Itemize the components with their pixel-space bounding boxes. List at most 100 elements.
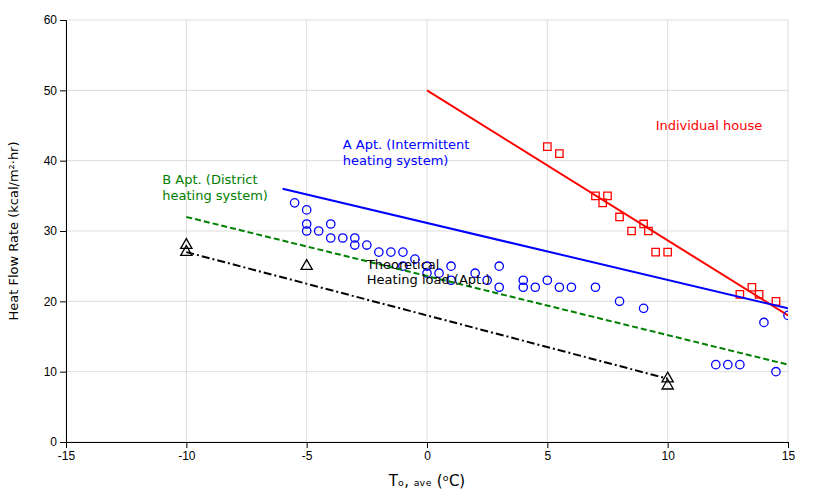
- y-axis-tick: 0: [50, 435, 66, 449]
- point: [615, 297, 623, 305]
- trend-line: [186, 252, 667, 379]
- point: [736, 360, 744, 368]
- point: [363, 241, 371, 249]
- annotation-line: heating system): [162, 188, 268, 203]
- point: [543, 276, 551, 284]
- y-axis-tick-mark: [60, 301, 66, 302]
- point: [555, 283, 563, 291]
- annotation-line: Theoretical: [366, 257, 440, 272]
- grid-line-y: [66, 371, 788, 372]
- x-axis-tick-label: 5: [544, 449, 551, 463]
- x-axis-tick: -15: [58, 442, 76, 463]
- chart-svg: -15 -10 -5 0 5 10 15 0 10 20 30 40 50 60 Individual ho…: [0, 0, 814, 500]
- y-axis-tick-mark: [60, 231, 66, 232]
- y-axis: 0 10 20 30 40 50 60: [44, 13, 67, 449]
- point: [567, 283, 575, 291]
- y-axis-tick-mark: [60, 161, 66, 162]
- point: [760, 318, 768, 326]
- x-axis-tick: -5: [302, 442, 313, 463]
- point: [662, 379, 673, 389]
- trend-line: [283, 189, 788, 309]
- x-axis-tick: 0: [424, 442, 431, 463]
- y-axis-tick-mark: [60, 372, 66, 373]
- x-axis-tick-label: 0: [424, 449, 431, 463]
- y-axis-title: Heat Flow Rate (kcal/m²·hr): [6, 141, 21, 320]
- grid: [66, 20, 788, 442]
- chart-container: -15 -10 -5 0 5 10 15 0 10 20 30 40 50 60 Individual ho…: [0, 0, 814, 500]
- series-line: [283, 189, 788, 309]
- y-axis-tick-label: 10: [44, 365, 58, 379]
- x-axis: -15 -10 -5 0 5 10 15: [58, 442, 796, 463]
- x-axis-tick: 10: [661, 442, 675, 463]
- point: [495, 262, 503, 270]
- point: [748, 284, 755, 291]
- x-axis-tick: -10: [178, 442, 196, 463]
- y-axis-tick: 20: [44, 295, 66, 309]
- series-line: [186, 252, 667, 379]
- y-axis-tick: 10: [44, 365, 66, 379]
- point: [652, 248, 659, 255]
- x-axis-tick: 5: [544, 442, 551, 463]
- point: [712, 360, 720, 368]
- y-axis-tick: 50: [44, 84, 66, 98]
- point: [519, 283, 527, 291]
- point: [351, 241, 359, 249]
- x-axis-line: [67, 443, 789, 449]
- annotation: TheoreticalHeating load (Apt.): [366, 257, 491, 288]
- point: [302, 206, 310, 214]
- point: [639, 304, 647, 312]
- y-axis-tick-mark: [60, 442, 66, 443]
- point: [604, 192, 611, 199]
- y-axis-tick-mark: [60, 20, 66, 21]
- annotations: Individual house A Apt. (Intermittentheat…: [162, 118, 762, 288]
- point: [531, 283, 539, 291]
- y-axis-tick-label: 50: [44, 84, 58, 98]
- point: [315, 227, 323, 235]
- grid-line-y: [66, 231, 788, 232]
- x-axis-tick-mark: [788, 442, 789, 448]
- y-axis-tick: 30: [44, 224, 66, 238]
- y-axis-line: [60, 21, 67, 443]
- point: [724, 360, 732, 368]
- point: [399, 248, 407, 256]
- point: [302, 227, 310, 235]
- point: [387, 248, 395, 256]
- x-axis-tick-mark: [668, 442, 669, 448]
- point: [375, 248, 383, 256]
- x-axis-tick-mark: [547, 442, 548, 448]
- x-axis-tick-mark: [427, 442, 428, 448]
- point: [181, 239, 192, 249]
- y-axis-tick-mark: [60, 90, 66, 91]
- y-axis-tick: 60: [44, 13, 66, 27]
- point: [290, 199, 298, 207]
- y-axis-tick-label: 60: [44, 13, 58, 27]
- series-scatter: [544, 143, 780, 305]
- point: [556, 150, 563, 157]
- point: [591, 283, 599, 291]
- point: [616, 213, 623, 220]
- x-axis-tick-label: -10: [178, 449, 196, 463]
- point: [544, 143, 551, 150]
- point: [339, 234, 347, 242]
- plot-area: [181, 90, 788, 389]
- point: [327, 234, 335, 242]
- annotation: A Apt. (Intermittentheating system): [343, 137, 470, 168]
- point: [327, 220, 335, 228]
- y-axis-tick-label: 0: [50, 435, 57, 449]
- x-axis-tick-label: 10: [661, 449, 675, 463]
- point: [447, 262, 455, 270]
- annotation-line: B Apt. (District: [162, 172, 257, 187]
- trend-line: [186, 217, 788, 365]
- point: [772, 367, 780, 375]
- annotation: Individual house: [656, 118, 763, 133]
- point: [301, 260, 312, 270]
- annotation: B Apt. (Districtheating system): [162, 172, 268, 203]
- point: [784, 311, 788, 319]
- y-axis-tick-label: 40: [44, 154, 58, 168]
- series-scatter: [181, 239, 674, 389]
- x-axis-tick: 15: [782, 442, 796, 463]
- grid-line-y: [66, 301, 788, 302]
- x-axis-tick-mark: [186, 442, 187, 448]
- x-axis-title: Tₒ, ₐᵥₑ (ᵒC): [388, 472, 465, 490]
- x-axis-tick-label: -5: [302, 449, 313, 463]
